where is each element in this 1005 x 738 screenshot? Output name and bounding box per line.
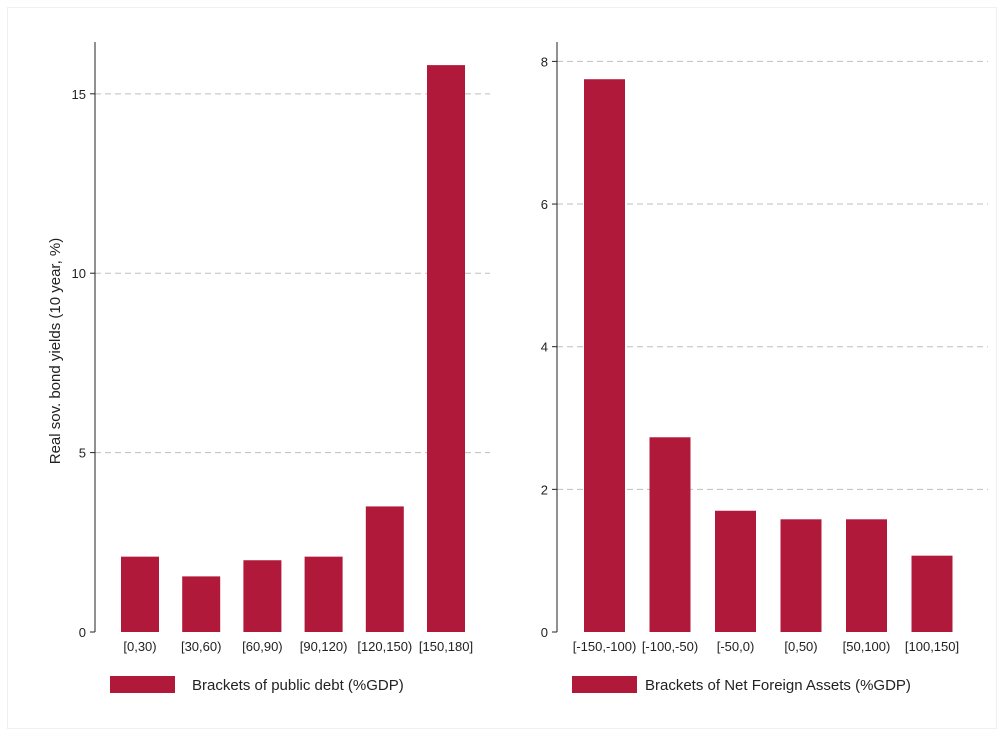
left-bar-chart: 0 5 10 15 [0,30) [30,60) [60,90) [90,120) [120,1… [47, 42, 490, 694]
bar-[100,150] [911, 555, 953, 632]
bar-[50,100) [846, 519, 887, 632]
figure-frame [7, 7, 997, 729]
x-tick-label: [120,150) [357, 639, 412, 654]
x-tick-label: [100,150] [905, 639, 959, 654]
y-tick-label: 4 [541, 340, 548, 355]
bar-[0,50) [780, 519, 822, 632]
x-tick-label: [90,120) [300, 639, 348, 654]
bar-[90,120) [304, 556, 343, 632]
legend-label: Brackets of public debt (%GDP) [192, 677, 404, 694]
y-tick-label: 15 [72, 87, 86, 102]
legend-swatch [572, 676, 637, 693]
x-tick-label: [60,90) [242, 639, 282, 654]
legend-swatch [110, 676, 175, 693]
x-tick-label: [-50,0) [717, 639, 755, 654]
x-tick-label: [-150,-100) [573, 639, 637, 654]
x-tick-label: [0,30) [123, 639, 156, 654]
bar-[-150,-100) [584, 79, 625, 633]
x-tick-label: [50,100) [843, 639, 891, 654]
bar-[-50,0) [715, 510, 756, 632]
legend-label: Brackets of Net Foreign Assets (%GDP) [645, 677, 911, 694]
y-tick-label: 5 [79, 446, 86, 461]
y-tick-label: 10 [72, 266, 86, 281]
x-tick-label: [150,180] [419, 639, 473, 654]
bar-[120,150) [365, 506, 404, 632]
y-tick-label: 8 [541, 54, 548, 69]
x-tick-label: [30,60) [181, 639, 221, 654]
y-tick-label: 0 [79, 625, 86, 640]
y-tick-label: 6 [541, 197, 548, 212]
bar-[-100,-50) [649, 437, 691, 632]
bar-[0,30) [121, 556, 159, 632]
y-tick-label: 0 [541, 625, 548, 640]
x-tick-label: [-100,-50) [642, 639, 698, 654]
x-tick-label: [0,50) [784, 639, 817, 654]
bar-[60,90) [243, 560, 282, 632]
right-bar-chart: 0 2 4 6 8 [-150,-100) [-100,-50) [-50,0) [0,50) [… [541, 42, 988, 694]
y-tick-label: 2 [541, 482, 548, 497]
y-axis-title: Real sov. bond yields (10 year, %) [47, 238, 64, 465]
bar-[30,60) [182, 576, 221, 632]
bar-[150,180] [427, 65, 465, 632]
